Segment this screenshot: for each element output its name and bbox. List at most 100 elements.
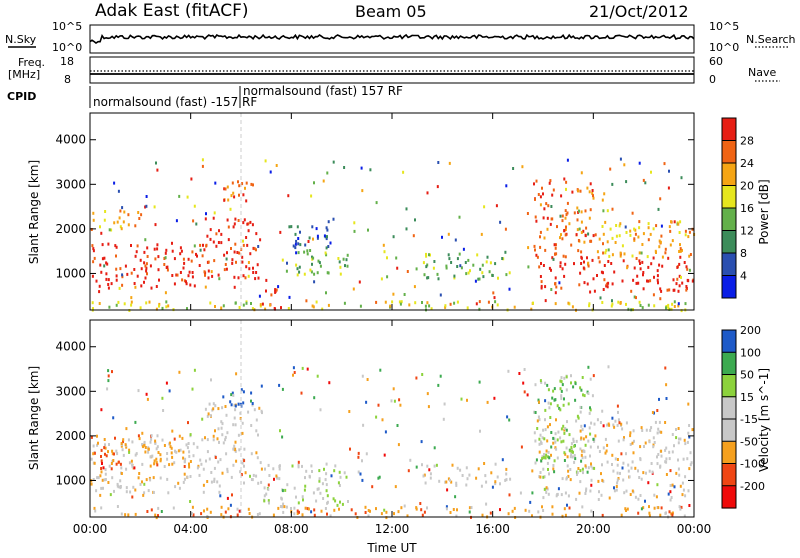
heatmap-cell (570, 448, 573, 452)
heatmap-cell (427, 276, 430, 280)
heatmap-cell (604, 220, 607, 224)
heatmap-cell (102, 486, 104, 490)
heatmap-cell (425, 252, 427, 256)
heatmap-cell (603, 264, 606, 267)
heatmap-cell (665, 397, 668, 400)
heatmap-cell (169, 441, 171, 445)
heatmap-cell (213, 477, 216, 481)
heatmap-cell (189, 475, 192, 478)
heatmap-cell (179, 246, 182, 250)
heatmap-cell (518, 372, 521, 375)
heatmap-cell (209, 510, 212, 514)
heatmap-cell (542, 509, 545, 512)
heatmap-cell (649, 428, 652, 432)
heatmap-cell (668, 225, 671, 229)
heatmap-cell (199, 243, 202, 247)
heatmap-cell (554, 302, 557, 306)
heatmap-cell (241, 260, 244, 264)
heatmap-cell (92, 452, 95, 456)
heatmap-cell (162, 409, 165, 412)
heatmap-cell (92, 218, 95, 222)
heatmap-cell (625, 231, 628, 234)
heatmap-cell (213, 466, 216, 470)
heatmap-cell (633, 266, 636, 270)
heatmap-cell (426, 276, 429, 280)
heatmap-cell (312, 237, 314, 241)
heatmap-cell (627, 307, 630, 311)
heatmap-cell (540, 280, 543, 284)
heatmap-cell (315, 499, 318, 503)
heatmap-cell (631, 489, 634, 493)
heatmap-cell (564, 427, 567, 430)
heatmap-cell (132, 485, 135, 489)
heatmap-cell (633, 295, 636, 299)
heatmap-cell (560, 194, 563, 198)
heatmap-cell (156, 445, 159, 449)
heatmap-cell (234, 423, 237, 427)
colorbar-segment (722, 374, 736, 398)
heatmap-cell (588, 411, 591, 415)
heatmap-cell (202, 483, 205, 487)
heatmap-cell (375, 201, 378, 205)
heatmap-cell (332, 217, 335, 221)
heatmap-cell (587, 264, 590, 268)
heatmap-cell (684, 494, 687, 498)
y-tick-label: 3000 (55, 384, 86, 398)
heatmap-cell (587, 232, 590, 236)
heatmap-cell (602, 288, 605, 291)
heatmap-cell (491, 274, 494, 277)
heatmap-cell (611, 302, 614, 306)
heatmap-cell (556, 404, 559, 408)
heatmap-cell (552, 464, 555, 467)
heatmap-cell (606, 240, 609, 244)
heatmap-cell (100, 467, 103, 470)
heatmap-cell (582, 437, 585, 441)
heatmap-cell (588, 426, 591, 430)
heatmap-cell (623, 252, 626, 256)
heatmap-cell (459, 468, 462, 472)
heatmap-cell (584, 492, 587, 495)
heatmap-cell (541, 436, 544, 440)
heatmap-cell (488, 270, 491, 274)
heatmap-cell (183, 465, 186, 468)
heatmap-cell (277, 506, 280, 510)
heatmap-cell (579, 386, 582, 390)
heatmap-cell (223, 187, 226, 191)
heatmap-cell (688, 254, 691, 258)
heatmap-cell (551, 512, 554, 516)
heatmap-cell (364, 511, 367, 514)
heatmap-cell (652, 293, 655, 297)
heatmap-cell (519, 491, 522, 495)
heatmap-cell (570, 445, 573, 449)
heatmap-cell (590, 509, 593, 513)
heatmap-cell (565, 225, 567, 229)
heatmap-cell (538, 475, 541, 479)
heatmap-cell (629, 233, 632, 237)
heatmap-cell (572, 385, 575, 389)
heatmap-cell (544, 399, 547, 403)
heatmap-cell (616, 404, 619, 408)
heatmap-cell (221, 422, 224, 426)
heatmap-cell (452, 508, 455, 511)
heatmap-cell (549, 179, 552, 183)
heatmap-cell (207, 276, 210, 280)
heatmap-cell (687, 431, 690, 435)
heatmap-cell (437, 161, 440, 164)
heatmap-cell (232, 393, 235, 397)
heatmap-cell (596, 274, 598, 277)
heatmap-cell (560, 389, 563, 393)
heatmap-cell (92, 444, 95, 448)
heatmap-cell (559, 408, 562, 412)
colorbar-tick-label: 20 (740, 180, 754, 193)
heatmap-cell (146, 510, 149, 513)
heatmap-cell (226, 251, 228, 255)
heatmap-cell (209, 228, 212, 232)
heatmap-cell (119, 267, 122, 271)
heatmap-cell (371, 485, 374, 489)
heatmap-cell (313, 181, 315, 185)
heatmap-cell (242, 390, 245, 394)
heatmap-cell (593, 289, 596, 293)
colorbar-tick-label: 100 (740, 346, 761, 359)
heatmap-cell (386, 275, 389, 279)
